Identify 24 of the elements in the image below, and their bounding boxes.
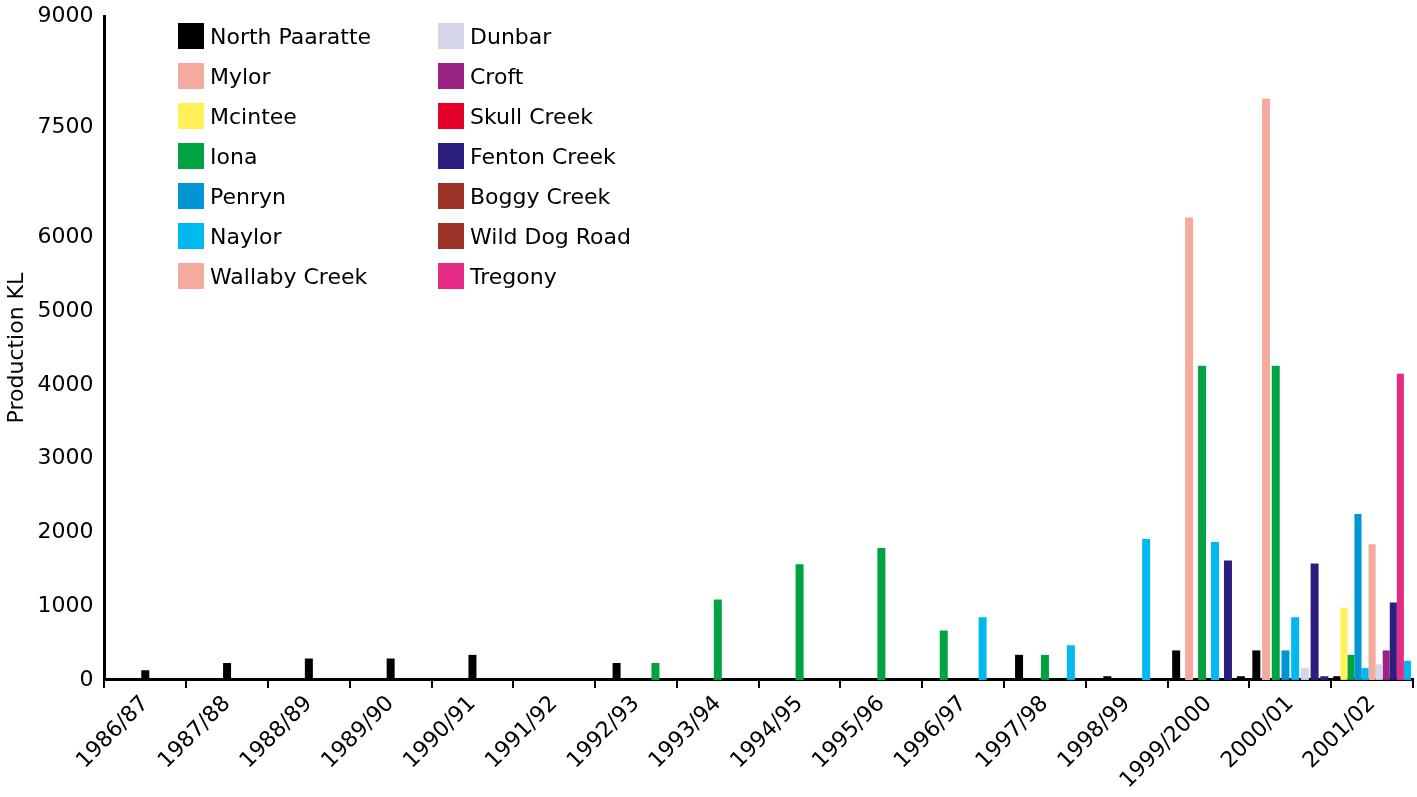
legend-label: Iona (210, 143, 258, 169)
legend-label: Naylor (210, 223, 282, 249)
legend-label: Boggy Creek (470, 183, 611, 209)
legend-label: Skull Creek (470, 103, 593, 129)
legend-label: North Paaratte (210, 23, 372, 49)
y-tick-label: 3000 (37, 444, 94, 470)
legend-label: Croft (470, 63, 524, 89)
y-axis-title: Production KL (2, 271, 28, 424)
legend-label: Fenton Creek (470, 143, 616, 169)
legend-label: Mcintee (210, 103, 297, 129)
legend-label: Tregony (470, 263, 557, 289)
y-tick-label: 6000 (37, 223, 94, 249)
legend-label: Penryn (210, 183, 286, 209)
legend-label: Dunbar (470, 23, 552, 49)
legend-label: Wild Dog Road (470, 223, 632, 249)
y-tick-label: 0 (79, 665, 94, 691)
legend-label: Mylor (210, 63, 271, 89)
y-tick-label: 1000 (37, 591, 94, 617)
legend-label: Wallaby Creek (210, 263, 368, 289)
y-tick-label: 9000 (37, 1, 94, 27)
y-tick-label: 2000 (37, 518, 94, 544)
y-tick-label: 7500 (37, 112, 94, 138)
y-tick-label: 4000 (37, 370, 94, 396)
y-tick-label: 5000 (37, 296, 94, 322)
